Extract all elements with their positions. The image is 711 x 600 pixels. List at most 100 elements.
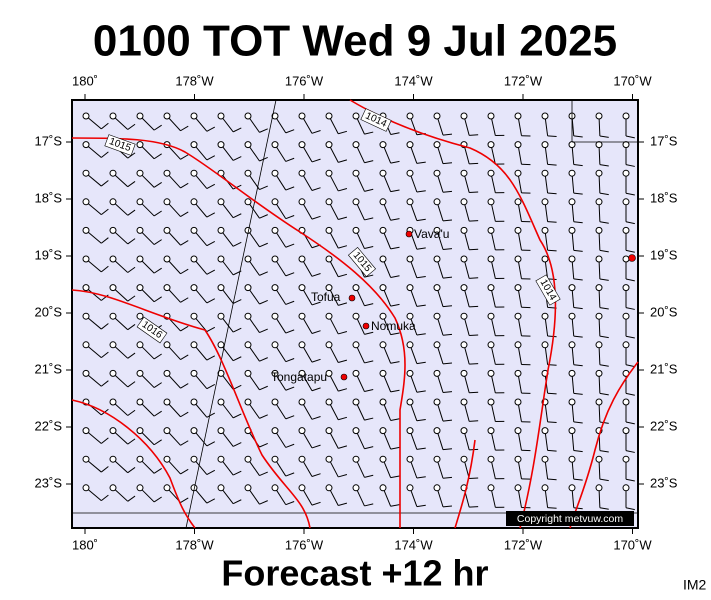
- isobar: [454, 439, 476, 529]
- barb-station: [541, 141, 549, 149]
- barb-flag: [232, 241, 242, 247]
- barb-station: [406, 141, 414, 149]
- barb-station: [271, 169, 279, 177]
- barb-station: [622, 427, 630, 435]
- barb-flag: [101, 151, 109, 158]
- barb-flag: [364, 474, 374, 478]
- barb-flag: [625, 450, 635, 453]
- barb-flag: [259, 500, 268, 505]
- barb-station: [136, 112, 144, 120]
- barb-station: [109, 255, 117, 263]
- barb-station: [244, 169, 252, 177]
- barb-station: [595, 341, 603, 349]
- island-marker: [348, 294, 356, 302]
- barb-station: [109, 427, 117, 435]
- barb-flag: [338, 245, 348, 249]
- barb-flag: [416, 390, 426, 393]
- barb-flag: [153, 296, 162, 303]
- barb-flag: [127, 438, 136, 445]
- barb-station: [460, 284, 468, 292]
- barb-flag: [442, 219, 453, 222]
- barb-flag: [416, 504, 426, 508]
- barb-flag: [311, 444, 321, 449]
- barb-station: [82, 427, 90, 435]
- barb-station: [568, 427, 576, 435]
- barb-flag: [390, 504, 400, 507]
- barb-flag: [101, 380, 109, 387]
- barb-station: [298, 398, 306, 406]
- barb-flag: [127, 409, 136, 416]
- barb-flag: [390, 475, 400, 479]
- barb-flag: [259, 414, 268, 419]
- barb-flag: [416, 276, 426, 279]
- barb-station: [244, 198, 252, 206]
- lat-label: 22˚S: [35, 418, 63, 433]
- barb-flag: [311, 501, 321, 506]
- barb-flag: [547, 507, 557, 509]
- barb-station: [433, 369, 441, 377]
- barb-flag: [180, 211, 189, 217]
- barb-flag: [364, 303, 374, 307]
- barb-station: [82, 226, 90, 234]
- barb-flag: [127, 467, 136, 474]
- barb-flag: [364, 360, 374, 364]
- barb-station: [433, 398, 441, 406]
- barb-station: [325, 169, 333, 177]
- barb-flag: [259, 242, 268, 248]
- barb-flag: [206, 212, 216, 218]
- barb-flag: [599, 507, 609, 510]
- barb-flag: [573, 135, 583, 138]
- barb-flag: [285, 329, 295, 334]
- barb-station: [82, 284, 90, 292]
- barb-station: [622, 341, 630, 349]
- barb-station: [244, 484, 252, 492]
- barb-station: [595, 398, 603, 406]
- barb-flag: [101, 237, 109, 244]
- barb-flag: [127, 266, 136, 273]
- lat-label: 22˚S: [650, 418, 678, 433]
- barb-station: [109, 198, 117, 206]
- barb-station: [568, 484, 576, 492]
- barb-station: [568, 226, 576, 234]
- barb-station: [271, 341, 279, 349]
- barb-station: [325, 369, 333, 377]
- barb-station: [325, 398, 333, 406]
- barb-station: [163, 198, 171, 206]
- barb-station: [514, 369, 522, 377]
- barb-station: [298, 369, 306, 377]
- barb-station: [379, 226, 387, 234]
- isobar-label-box: [136, 316, 168, 344]
- barb-flag: [180, 440, 189, 446]
- barb-flag: [232, 442, 242, 447]
- barb-station: [352, 312, 360, 320]
- barb-flag: [259, 185, 268, 191]
- barb-flag: [469, 191, 479, 194]
- barb-flag: [153, 210, 162, 217]
- barb-station: [352, 427, 360, 435]
- barb-station: [406, 284, 414, 292]
- barb-station: [379, 141, 387, 149]
- barb-flag: [416, 419, 426, 422]
- barb-station: [82, 484, 90, 492]
- barb-flag: [390, 389, 400, 393]
- barb-flag: [469, 248, 479, 251]
- barb-flag: [625, 507, 635, 511]
- barb-station: [109, 169, 117, 177]
- title: 0100 TOT Wed 9 Jul 2025: [93, 17, 617, 66]
- barb-flag: [101, 208, 109, 216]
- isobar-label-box: [104, 134, 136, 156]
- barb-flag: [285, 415, 295, 420]
- barb-station: [190, 341, 198, 349]
- barb-station: [190, 312, 198, 320]
- barb-flag: [206, 183, 216, 189]
- barb-station: [352, 112, 360, 120]
- barb-station: [217, 427, 225, 435]
- barb-flag: [285, 243, 295, 248]
- barb-station: [163, 427, 171, 435]
- barb-flag: [390, 446, 400, 450]
- barb-station: [244, 398, 252, 406]
- lat-label: 23˚S: [650, 475, 678, 490]
- barb-flag: [180, 125, 189, 132]
- isobar: [569, 361, 639, 529]
